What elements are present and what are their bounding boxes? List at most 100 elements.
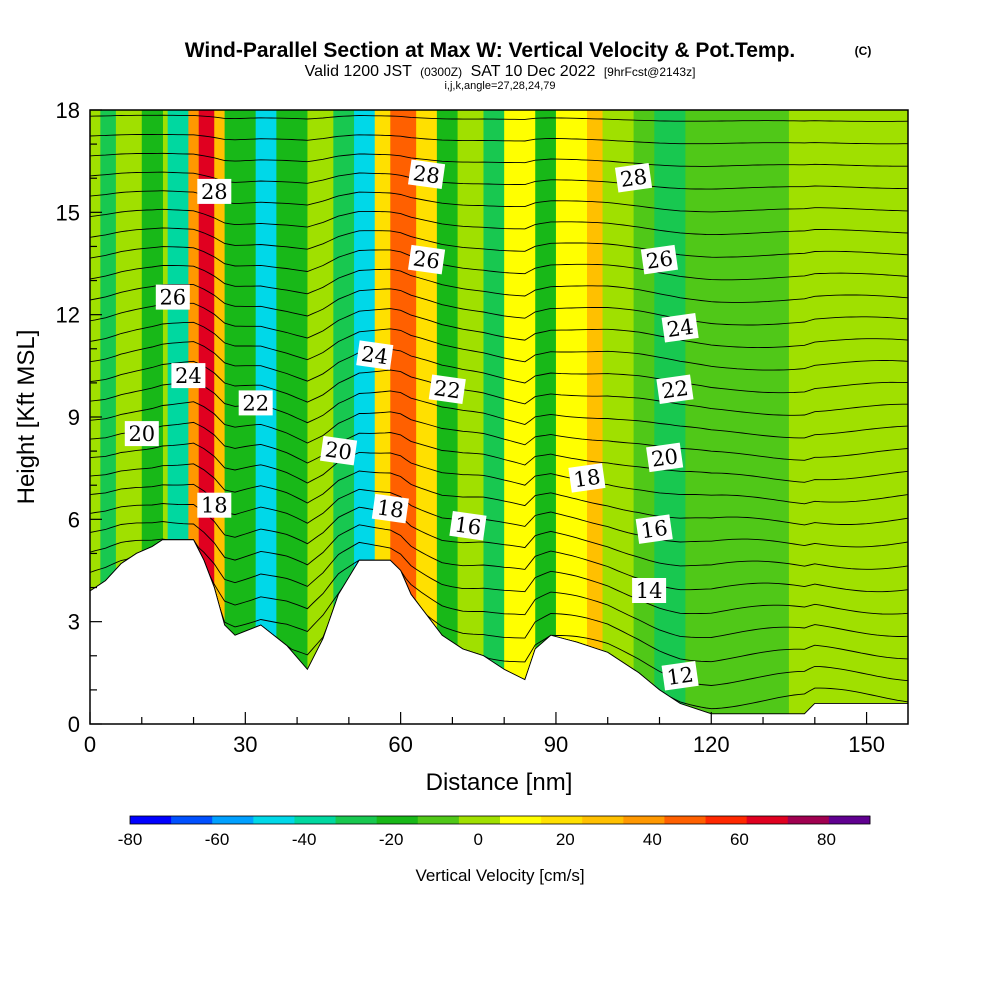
theta-label-bg bbox=[124, 421, 159, 447]
colorbar-tick-label: -60 bbox=[205, 830, 230, 849]
colorbar-label: Vertical Velocity [cm/s] bbox=[415, 866, 584, 885]
velocity-band-6 bbox=[214, 110, 226, 724]
theta-label-16: 16 bbox=[449, 510, 487, 541]
colorbar-tick-label: -20 bbox=[379, 830, 404, 849]
velocity-band-17 bbox=[457, 110, 484, 724]
theta-line-22 bbox=[90, 208, 908, 236]
theta-label-text: 18 bbox=[201, 494, 228, 518]
velocity-band-18 bbox=[483, 110, 505, 724]
valid-date: SAT 10 Dec 2022 bbox=[471, 63, 596, 80]
theta-label-22: 22 bbox=[656, 374, 694, 404]
copyright-mark: (C) bbox=[855, 44, 872, 58]
theta-label-bg bbox=[449, 510, 487, 541]
theta-label-26: 26 bbox=[155, 284, 190, 310]
x-tick-label: 30 bbox=[233, 732, 257, 757]
terrain bbox=[90, 539, 908, 724]
theta-label-12: 12 bbox=[661, 660, 699, 691]
colorbar-swatch bbox=[746, 816, 789, 824]
velocity-band-20 bbox=[535, 110, 557, 724]
theta-label-20: 20 bbox=[124, 421, 159, 447]
colorbar-swatch bbox=[787, 816, 830, 824]
y-tick-label: 12 bbox=[56, 303, 80, 328]
velocity-band-29 bbox=[819, 110, 908, 724]
theta-label-text: 20 bbox=[128, 422, 155, 446]
y-tick-label: 3 bbox=[68, 610, 80, 635]
grid-indices: i,j,k,angle=27,28,24,79 bbox=[444, 80, 555, 92]
theta-line-17 bbox=[90, 302, 908, 349]
theta-label-text: 14 bbox=[636, 579, 663, 603]
theta-label-bg bbox=[661, 313, 699, 343]
theta-label-24: 24 bbox=[356, 340, 394, 370]
theta-label-text: 26 bbox=[645, 246, 675, 273]
theta-line-16 bbox=[90, 321, 908, 371]
x-tick-label: 120 bbox=[693, 732, 730, 757]
theta-label-14: 14 bbox=[632, 578, 667, 603]
theta-line-9 bbox=[90, 463, 908, 526]
plot-area: 12 14 16 16 18 18 18 20 20 20 22 22 22 24 24 24 26 26 26 28… bbox=[90, 110, 908, 724]
theta-label-text: 26 bbox=[159, 286, 186, 310]
y-tick-label: 18 bbox=[56, 98, 80, 123]
forecast-info: [9hrFcst@2143z] bbox=[604, 65, 696, 79]
theta-label-bg bbox=[614, 162, 653, 193]
theta-label-text: 18 bbox=[572, 465, 602, 492]
colorbar-frame bbox=[129, 815, 871, 825]
theta-label-text: 26 bbox=[412, 246, 442, 273]
theta-label-bg bbox=[640, 244, 679, 275]
x-tick-label: 60 bbox=[388, 732, 412, 757]
valid-prefix: Valid 1200 JST bbox=[305, 63, 413, 80]
colorbar-swatch bbox=[417, 816, 460, 824]
theta-contour-labels: 12 14 16 16 18 18 18 20 20 20 22 22 22 24 24 24 26 26 26 28… bbox=[124, 159, 699, 691]
theta-label-bg bbox=[661, 660, 699, 691]
theta-line-11 bbox=[90, 421, 908, 483]
colorbar-swatch bbox=[458, 816, 501, 824]
theta-label-bg bbox=[632, 578, 667, 603]
x-axis: 0 30 60 90 120 150 bbox=[84, 712, 885, 757]
theta-label-18: 18 bbox=[371, 493, 409, 524]
theta-label-16: 16 bbox=[635, 514, 673, 544]
theta-line-25 bbox=[90, 152, 908, 167]
theta-line-3 bbox=[90, 539, 908, 663]
theta-label-18: 18 bbox=[197, 492, 232, 518]
theta-label-bg bbox=[656, 374, 694, 404]
theta-label-22: 22 bbox=[238, 390, 273, 416]
x-tick-label: 0 bbox=[84, 732, 96, 757]
theta-line-18 bbox=[90, 283, 908, 326]
theta-label-22: 22 bbox=[428, 374, 466, 404]
velocity-band-0 bbox=[100, 110, 117, 724]
x-tick-label: 90 bbox=[544, 732, 568, 757]
colorbar-tick-label: 0 bbox=[474, 830, 483, 849]
theta-label-text: 16 bbox=[639, 516, 669, 543]
velocity-band-25 bbox=[654, 110, 686, 724]
chart-subtitle: Valid 1200 JST (0300Z) SAT 10 Dec 2022 [… bbox=[305, 63, 696, 80]
theta-line-15 bbox=[90, 341, 908, 394]
theta-label-text: 16 bbox=[453, 512, 483, 539]
theta-label-text: 24 bbox=[360, 342, 390, 369]
theta-label-text: 18 bbox=[375, 495, 405, 522]
valid-utc: (0300Z) bbox=[420, 65, 462, 79]
theta-label-bg bbox=[197, 492, 232, 518]
velocity-band-10 bbox=[307, 110, 329, 724]
theta-label-text: 24 bbox=[665, 315, 695, 342]
colorbar-tick-label: 60 bbox=[730, 830, 749, 849]
velocity-band-26 bbox=[685, 110, 728, 724]
colorbar-swatch bbox=[541, 816, 583, 824]
y-tick-label: 15 bbox=[56, 200, 80, 225]
theta-label-bg bbox=[635, 514, 673, 544]
theta-label-26: 26 bbox=[640, 244, 679, 275]
theta-label-text: 22 bbox=[660, 376, 690, 403]
colorbar-swatch bbox=[623, 816, 665, 824]
velocity-band-28 bbox=[788, 110, 821, 724]
theta-line-5 bbox=[90, 538, 908, 615]
theta-label-bg bbox=[371, 493, 409, 524]
y-axis: 0 3 6 9 12 15 18 bbox=[56, 98, 102, 737]
theta-label-26: 26 bbox=[407, 244, 446, 275]
colorbar-tick-label: 20 bbox=[556, 830, 575, 849]
velocity-band-8 bbox=[255, 110, 277, 724]
x-tick-label: 150 bbox=[848, 732, 885, 757]
theta-label-text: 28 bbox=[412, 161, 442, 188]
velocity-band-11 bbox=[333, 110, 355, 724]
theta-line-14 bbox=[90, 360, 908, 416]
theta-label-bg bbox=[568, 463, 606, 493]
theta-label-text: 24 bbox=[175, 364, 202, 388]
theta-label-bg bbox=[356, 340, 394, 370]
